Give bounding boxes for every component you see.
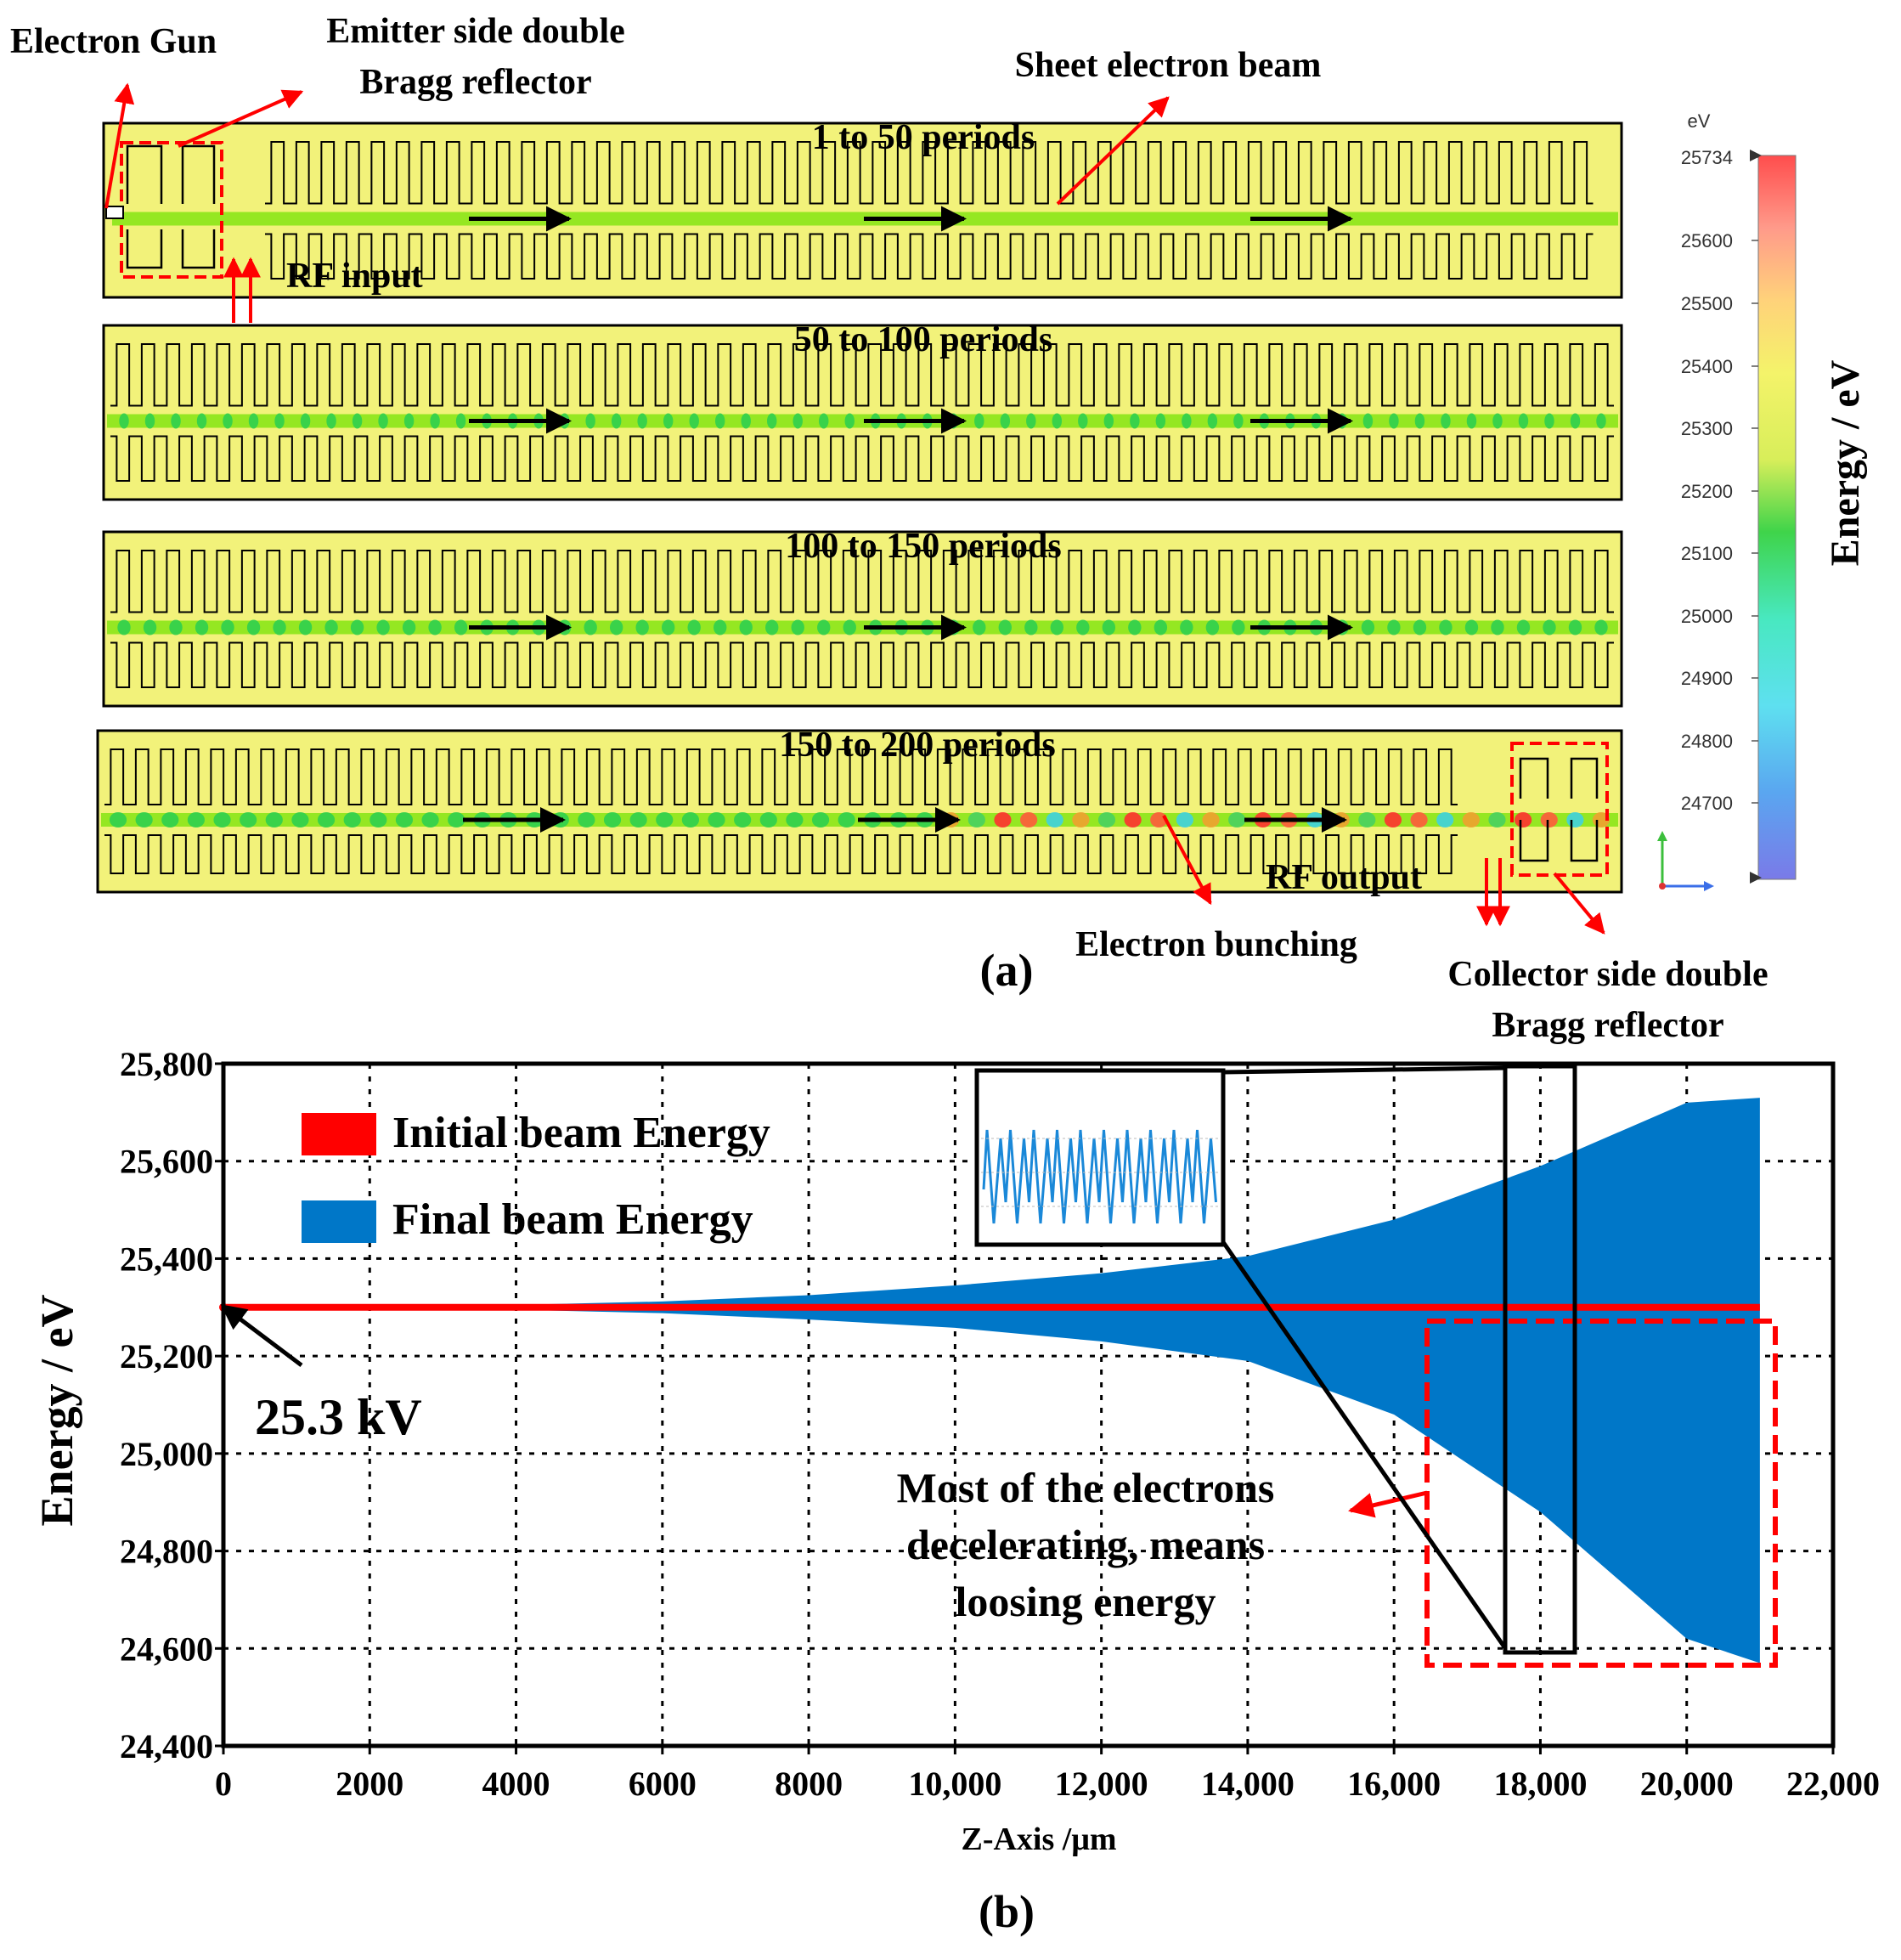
waveguide-strip: 1 to 50 periods bbox=[102, 118, 1623, 299]
waveguide-strip: 150 to 200 periods bbox=[96, 726, 1623, 894]
legend: Initial beam Energy Final beam Energy bbox=[302, 1109, 770, 1244]
series-final-energy-area bbox=[223, 1098, 1760, 1663]
waveguide-strip: 50 to 100 periods bbox=[102, 320, 1623, 501]
colorbar-tick-label: 25100 bbox=[1681, 543, 1733, 564]
x-tick-labels: 0 2000 4000 6000 8000 10,000 12,000 14,000 16,00… bbox=[215, 1746, 1880, 1803]
panel-a-caption: (a) bbox=[980, 945, 1034, 996]
decel-note-line1: Most of the electrons bbox=[897, 1464, 1275, 1511]
colorbar-title: Energy / eV bbox=[1823, 359, 1868, 566]
panel-b-caption: (b) bbox=[979, 1886, 1035, 1937]
emitter-reflector-label-line1: Emitter side double bbox=[326, 12, 625, 51]
colorbar-unit: eV bbox=[1688, 110, 1711, 132]
colorbar-tick-label: 24800 bbox=[1681, 731, 1733, 752]
y-tick-label: 24,600 bbox=[120, 1630, 213, 1668]
decel-arrow bbox=[1348, 1490, 1428, 1518]
x-tick-label: 2000 bbox=[336, 1765, 403, 1803]
colorbar-tick-label: 24900 bbox=[1681, 668, 1733, 689]
x-tick-label: 8000 bbox=[775, 1765, 843, 1803]
colorbar-tick-label: 25400 bbox=[1681, 356, 1733, 377]
strip-label: 50 to 100 periods bbox=[794, 320, 1053, 359]
colorbar-tick-label: 25600 bbox=[1681, 230, 1733, 251]
legend-swatch-initial bbox=[302, 1113, 376, 1155]
x-tick-label: 4000 bbox=[482, 1765, 550, 1803]
rf-output-label: RF output bbox=[1266, 858, 1422, 897]
x-tick-label: 14,000 bbox=[1201, 1765, 1295, 1803]
x-tick-label: 10,000 bbox=[908, 1765, 1001, 1803]
legend-label-initial: Initial beam Energy bbox=[392, 1109, 770, 1157]
legend-swatch-final bbox=[302, 1200, 376, 1243]
y-tick-label: 24,400 bbox=[120, 1727, 213, 1765]
colorbar-tick-label: 25200 bbox=[1681, 481, 1733, 502]
plot-frame bbox=[221, 1061, 1836, 1748]
decel-note-line2: decelerating, means bbox=[906, 1521, 1265, 1568]
emitter-reflector-label-line2: Bragg reflector bbox=[359, 63, 591, 102]
electron-bunching-label: Electron bunching bbox=[1075, 925, 1357, 964]
colorbar-ticks: 25734 25600 25500 25400 25300 25200 25100 25000… bbox=[1681, 147, 1758, 814]
y-tick-label: 25,400 bbox=[120, 1240, 213, 1278]
y-tick-label: 25,200 bbox=[120, 1337, 213, 1375]
collector-reflector-label-line1: Collector side double bbox=[1447, 955, 1768, 994]
colorbar-tick-label: 24700 bbox=[1681, 793, 1733, 814]
colorbar-tick-label: 25300 bbox=[1681, 418, 1733, 439]
emitter-bragg-reflector bbox=[105, 141, 223, 279]
y-tick-label: 25,000 bbox=[120, 1435, 213, 1473]
electron-gun bbox=[105, 206, 124, 219]
decel-note-line3: loosing energy bbox=[956, 1578, 1216, 1625]
panel-a: 1 to 50 periods 50 to 100 periods 100 to 1… bbox=[96, 118, 1623, 894]
zoom-inset bbox=[974, 1064, 1577, 1655]
voltage-arrow bbox=[220, 1304, 303, 1367]
x-tick-label: 6000 bbox=[629, 1765, 697, 1803]
x-axis-label: Z-Axis /μm bbox=[961, 1822, 1116, 1857]
y-tick-label: 25,800 bbox=[120, 1045, 213, 1083]
x-tick-label: 20,000 bbox=[1640, 1765, 1734, 1803]
voltage-note: 25.3 kV bbox=[255, 1389, 422, 1445]
axis-triad-icon bbox=[1657, 831, 1714, 891]
annotation-arrows-a bbox=[104, 82, 1605, 935]
y-axis-label: Energy / eV bbox=[31, 1295, 82, 1527]
y-tick-labels: 24,400 24,600 24,800 25,000 25,200 25,400 25,6… bbox=[120, 1045, 223, 1765]
x-tick-label: 18,000 bbox=[1493, 1765, 1587, 1803]
strip-label: 100 to 150 periods bbox=[785, 527, 1062, 566]
electron-gun-label: Electron Gun bbox=[10, 22, 217, 61]
legend-label-final: Final beam Energy bbox=[392, 1195, 753, 1244]
decel-highlight-box bbox=[1424, 1319, 1778, 1668]
x-tick-label: 22,000 bbox=[1786, 1765, 1880, 1803]
rf-input-label: RF input bbox=[286, 257, 423, 296]
colorbar-tick-label: 25500 bbox=[1681, 293, 1733, 314]
strip-label: 150 to 200 periods bbox=[779, 726, 1056, 765]
y-tick-label: 25,600 bbox=[120, 1143, 213, 1181]
colorbar-gradient bbox=[1757, 155, 1797, 880]
waveguide-strip: 100 to 150 periods bbox=[102, 527, 1623, 708]
sheet-beam-label: Sheet electron beam bbox=[1015, 46, 1322, 85]
colorbar-tick-label: 25000 bbox=[1681, 606, 1733, 627]
colorbar: eV 2573425600255002540025300252002510025… bbox=[1657, 110, 1868, 891]
collector-bragg-reflector bbox=[1510, 742, 1609, 877]
colorbar-tick-label: 25734 bbox=[1681, 147, 1733, 168]
x-tick-label: 0 bbox=[215, 1765, 232, 1803]
x-tick-label: 12,000 bbox=[1055, 1765, 1148, 1803]
strip-label: 1 to 50 periods bbox=[812, 118, 1035, 157]
collector-reflector-label-line2: Bragg reflector bbox=[1492, 1006, 1723, 1045]
x-tick-label: 16,000 bbox=[1347, 1765, 1441, 1803]
y-tick-label: 24,800 bbox=[120, 1533, 213, 1571]
